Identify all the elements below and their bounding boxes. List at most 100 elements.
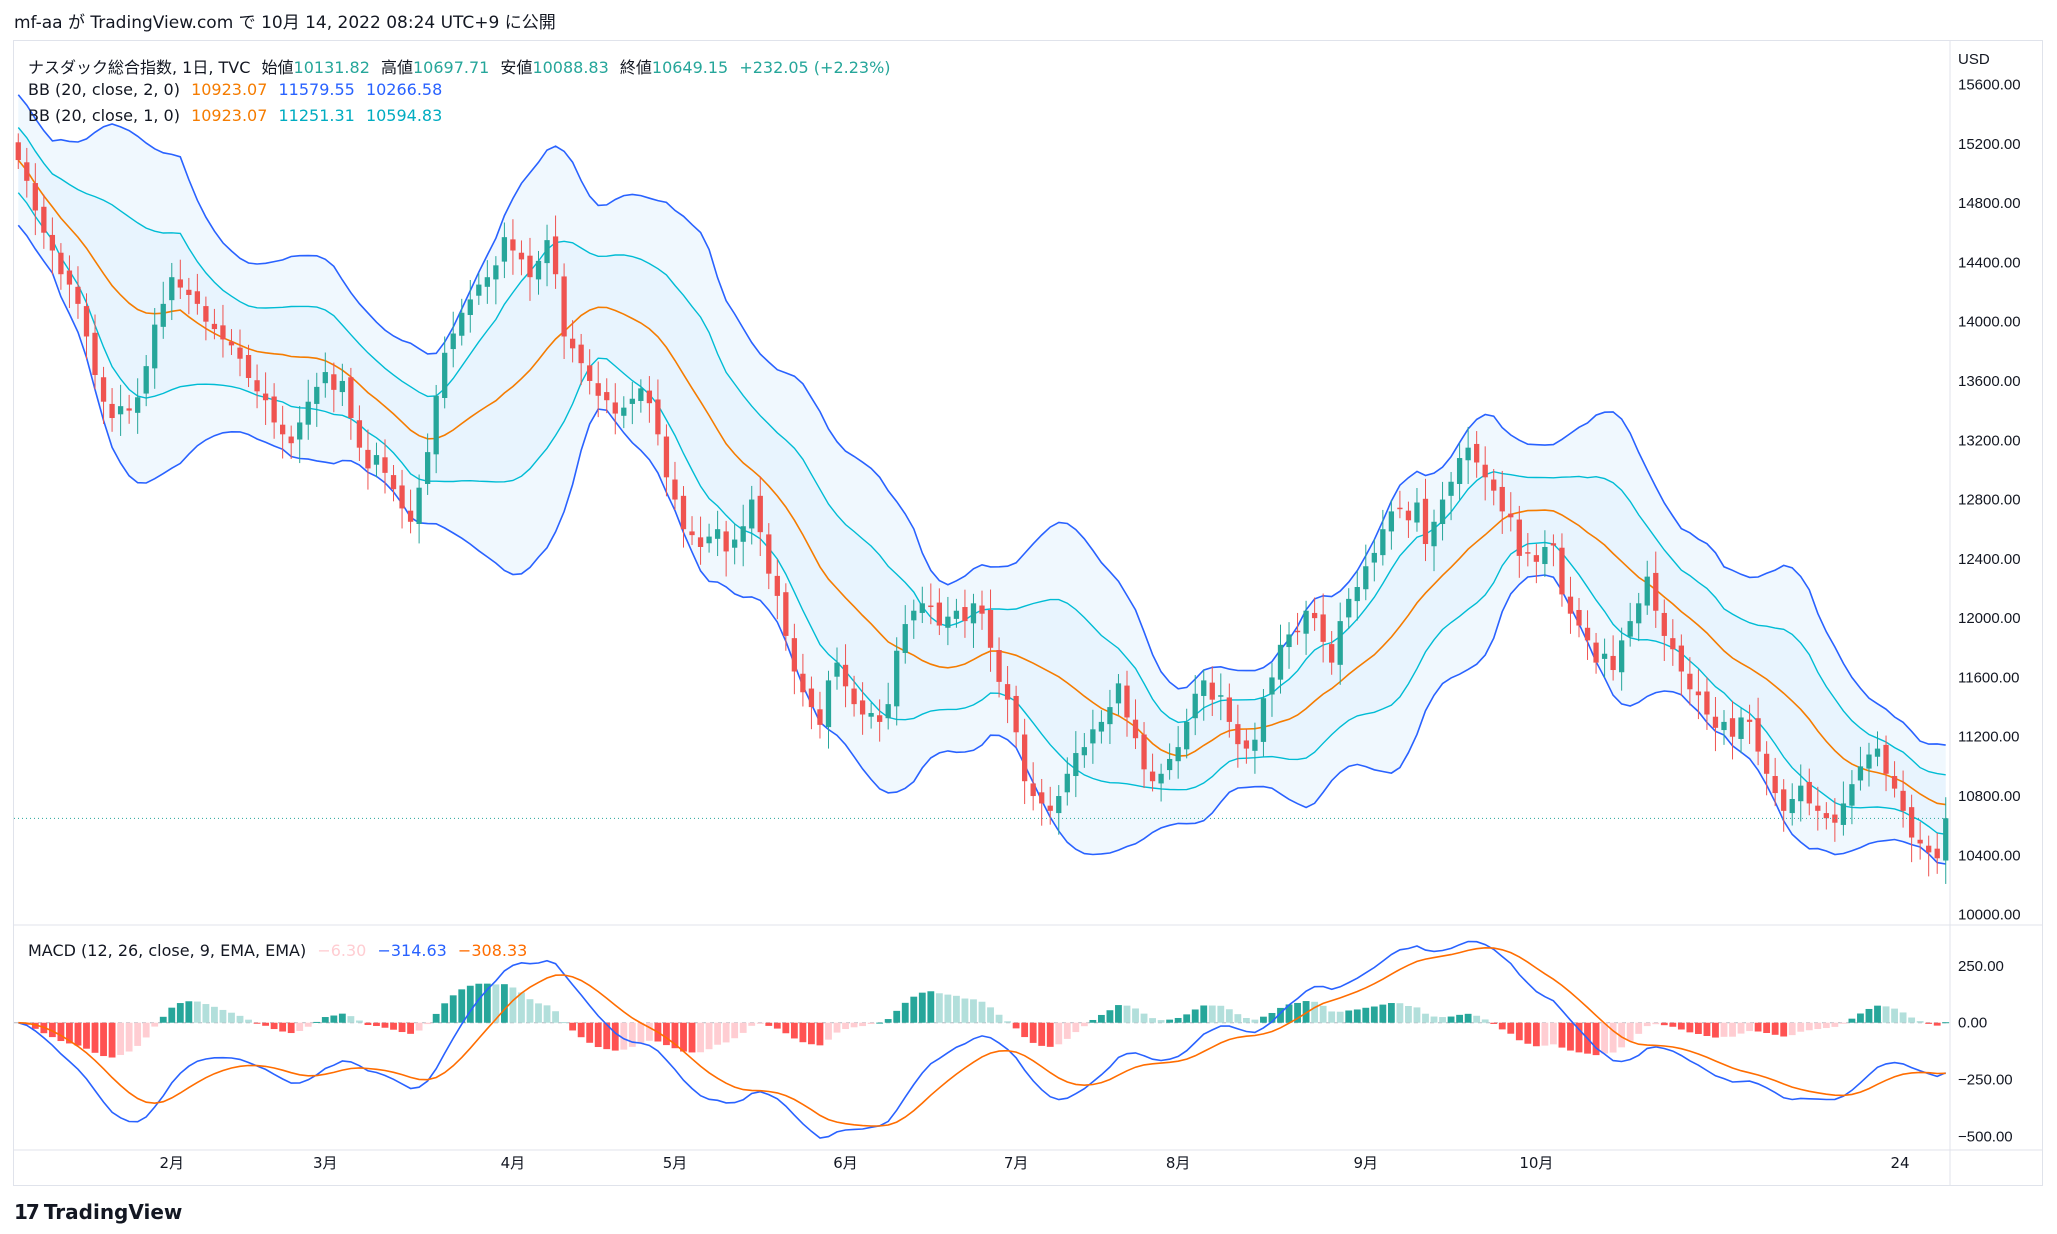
macd-histogram-bar <box>1191 1009 1199 1023</box>
candle-body <box>791 638 798 672</box>
candle-body <box>1354 587 1360 602</box>
macd-hist-value: −6.30 <box>317 941 367 960</box>
macd-histogram-bar <box>944 994 952 1023</box>
macd-histogram-bar <box>1686 1022 1694 1033</box>
high-value: 10697.71 <box>412 58 490 77</box>
candle-body <box>928 605 934 608</box>
macd-label[interactable]: MACD (12, 26, close, 9, EMA, EMA) <box>28 941 307 960</box>
candle-body <box>1525 552 1531 554</box>
macd-histogram-bar <box>620 1022 628 1050</box>
bb2-upper-line <box>17 94 1946 746</box>
candle-body <box>1857 766 1864 781</box>
candle-body <box>970 603 977 624</box>
candle-body <box>1593 642 1599 663</box>
macd-histogram-bar <box>279 1022 287 1032</box>
macd-histogram-bar <box>663 1022 670 1046</box>
price-legend: ナスダック総合指数, 1日, TVC 始値10131.82 高値10697.71… <box>28 54 897 78</box>
macd-histogram-bar <box>799 1022 807 1043</box>
candle-body <box>1064 773 1070 793</box>
candle-body <box>868 713 874 717</box>
bb2-label[interactable]: BB (20, close, 2, 0) <box>28 80 180 99</box>
candle-body <box>1226 697 1232 722</box>
macd-histogram-bar <box>1618 1022 1626 1048</box>
price-axis-label: 14400.00 <box>1958 254 2021 271</box>
macd-histogram-bar <box>586 1022 594 1043</box>
macd-histogram-bar <box>1746 1022 1753 1032</box>
macd-histogram-bar <box>347 1016 355 1023</box>
macd-histogram-bar <box>842 1022 849 1030</box>
price-axis-label: 12400.00 <box>1958 551 2021 568</box>
macd-histogram-bar <box>1004 1021 1011 1023</box>
macd-histogram-bar <box>714 1022 722 1045</box>
macd-histogram-bar <box>543 1005 551 1023</box>
candle-body <box>1491 479 1497 491</box>
candle-body <box>262 393 269 401</box>
candle-body <box>1738 717 1744 739</box>
candle-body <box>1917 839 1923 844</box>
candle-body <box>1439 499 1446 525</box>
symbol-label[interactable]: ナスダック総合指数, 1日, TVC <box>28 58 251 77</box>
macd-histogram-bar <box>1532 1022 1540 1047</box>
macd-histogram-bar <box>1080 1022 1088 1027</box>
macd-histogram-bar <box>31 1022 39 1029</box>
macd-histogram-bar <box>424 1022 432 1025</box>
candle-body <box>382 457 388 473</box>
candle-body <box>561 276 567 337</box>
candle-body <box>1218 695 1224 697</box>
bb2-upper: 11579.55 <box>278 80 355 99</box>
macd-histogram-bar <box>287 1022 295 1034</box>
macd-histogram-bar <box>637 1022 645 1043</box>
candle-body <box>825 680 832 728</box>
macd-histogram-bar <box>1345 1010 1353 1023</box>
candle-body <box>544 240 550 264</box>
price-axis-label: 10400.00 <box>1958 847 2021 864</box>
macd-histogram-bar <box>748 1022 756 1026</box>
macd-histogram-bar <box>577 1022 585 1038</box>
macd-histogram-bar <box>381 1022 389 1028</box>
macd-histogram-bar <box>83 1022 90 1049</box>
macd-histogram-bar <box>1140 1013 1148 1023</box>
tradingview-logo[interactable]: 17 TradingView <box>14 1200 182 1224</box>
macd-histogram-bar <box>790 1022 798 1039</box>
macd-histogram-bar <box>1754 1022 1762 1032</box>
macd-histogram-bar <box>739 1022 747 1033</box>
candle-body <box>1056 796 1062 814</box>
candle-body <box>842 664 849 687</box>
macd-histogram-bar <box>1916 1021 1924 1023</box>
candle-body <box>1337 621 1343 665</box>
candle-body <box>1013 695 1019 733</box>
macd-histogram-bar <box>1405 1005 1412 1023</box>
macd-histogram-bar <box>1694 1022 1702 1034</box>
bb1-band-fill <box>18 127 1946 835</box>
candle-body <box>169 277 175 301</box>
candle-body <box>1508 513 1514 518</box>
bb1-lower-line <box>17 192 1946 835</box>
macd-histogram-bar <box>151 1022 159 1027</box>
candle-body <box>1201 680 1207 696</box>
macd-histogram-bar <box>1814 1022 1822 1030</box>
macd-histogram-bar <box>970 999 977 1023</box>
macd-histogram-bar <box>1609 1022 1617 1053</box>
bb1-label[interactable]: BB (20, close, 1, 0) <box>28 106 180 125</box>
candle-body <box>1559 547 1565 595</box>
macd-histogram-bar <box>671 1022 679 1049</box>
macd-histogram-bar <box>1208 1005 1216 1023</box>
bb1-basis: 10923.07 <box>191 106 268 125</box>
candle-body <box>58 252 64 275</box>
macd-histogram-bar <box>48 1022 56 1038</box>
price-axis-label: 13200.00 <box>1958 432 2021 449</box>
macd-histogram-bar <box>1857 1013 1864 1023</box>
candle-body <box>1260 698 1267 742</box>
candle-body <box>1073 753 1079 777</box>
candle-body <box>1465 447 1471 461</box>
candle-body <box>689 531 695 536</box>
candle-body <box>885 704 891 719</box>
candle-body <box>1883 744 1889 774</box>
macd-histogram-bar <box>1072 1022 1080 1033</box>
candle-body <box>1175 747 1181 762</box>
candle-body <box>962 607 968 622</box>
macd-histogram-bar <box>1430 1016 1438 1023</box>
macd-histogram-bar <box>1387 1003 1395 1023</box>
candle-body <box>1474 443 1480 463</box>
